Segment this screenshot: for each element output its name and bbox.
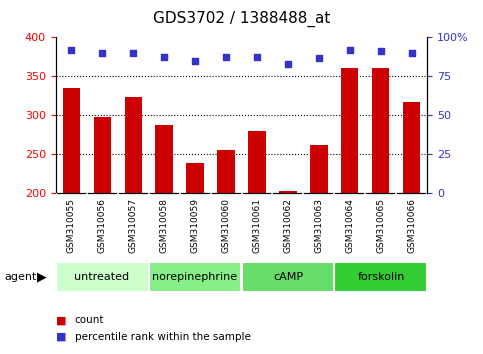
Bar — [56, 262, 149, 292]
Text: GDS3702 / 1388488_at: GDS3702 / 1388488_at — [153, 11, 330, 27]
Text: GSM310057: GSM310057 — [128, 199, 138, 253]
Point — [408, 50, 416, 56]
Text: GSM310064: GSM310064 — [345, 199, 355, 253]
Text: cAMP: cAMP — [273, 272, 303, 282]
Text: GSM310065: GSM310065 — [376, 199, 385, 253]
Bar — [94, 118, 111, 193]
Point — [315, 55, 323, 61]
Bar — [280, 190, 297, 193]
Bar — [334, 262, 427, 292]
Text: ■: ■ — [56, 332, 66, 342]
Bar — [156, 125, 172, 193]
Bar — [62, 88, 80, 193]
Point — [222, 54, 230, 59]
Point — [284, 62, 292, 67]
Point — [377, 48, 385, 54]
Bar — [372, 68, 389, 193]
Bar — [242, 262, 334, 292]
Bar — [217, 150, 235, 193]
Text: GSM310063: GSM310063 — [314, 199, 324, 253]
Text: GSM310058: GSM310058 — [159, 199, 169, 253]
Point — [67, 47, 75, 53]
Text: agent: agent — [5, 272, 37, 282]
Bar — [403, 102, 421, 193]
Point — [160, 54, 168, 59]
Point — [253, 54, 261, 59]
Point — [346, 47, 354, 53]
Bar — [311, 145, 327, 193]
Text: ▶: ▶ — [37, 270, 47, 284]
Text: GSM310055: GSM310055 — [67, 199, 75, 253]
Text: forskolin: forskolin — [357, 272, 405, 282]
Text: count: count — [75, 315, 104, 325]
Text: ■: ■ — [56, 315, 66, 325]
Text: GSM310061: GSM310061 — [253, 199, 261, 253]
Bar — [186, 162, 203, 193]
Text: GSM310059: GSM310059 — [190, 199, 199, 253]
Text: GSM310060: GSM310060 — [222, 199, 230, 253]
Point — [129, 50, 137, 56]
Text: GSM310062: GSM310062 — [284, 199, 293, 253]
Text: GSM310056: GSM310056 — [98, 199, 107, 253]
Text: GSM310066: GSM310066 — [408, 199, 416, 253]
Text: norepinephrine: norepinephrine — [153, 272, 238, 282]
Bar — [149, 262, 242, 292]
Text: percentile rank within the sample: percentile rank within the sample — [75, 332, 251, 342]
Text: untreated: untreated — [74, 272, 129, 282]
Bar — [341, 68, 358, 193]
Point — [191, 58, 199, 63]
Point — [98, 50, 106, 56]
Bar — [125, 97, 142, 193]
Bar — [248, 131, 266, 193]
